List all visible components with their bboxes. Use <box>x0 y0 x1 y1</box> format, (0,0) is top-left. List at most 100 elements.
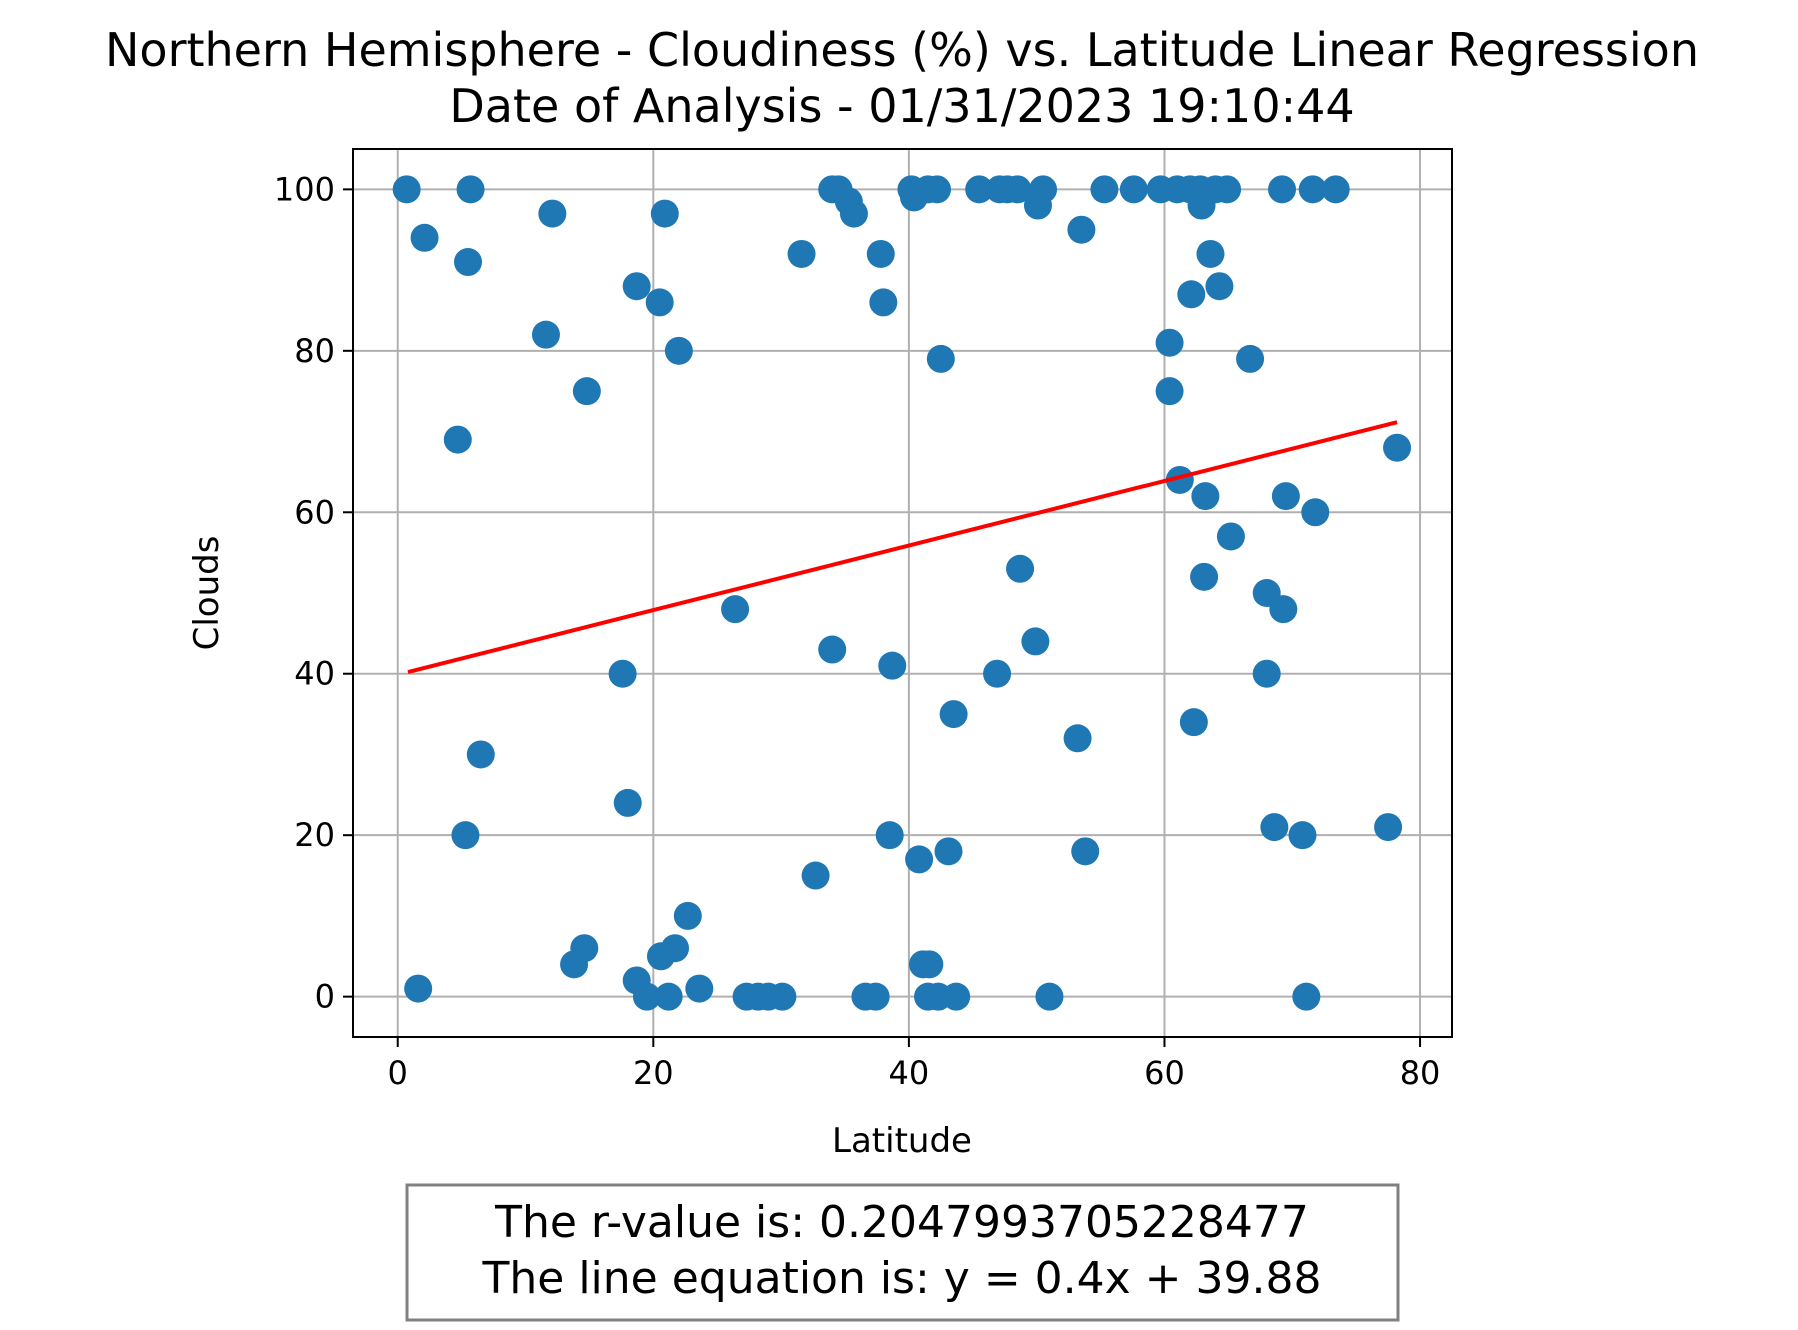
data-point <box>654 982 683 1011</box>
data-point <box>632 982 661 1011</box>
data-point <box>1236 344 1265 373</box>
data-point <box>664 336 693 365</box>
data-point <box>1003 175 1032 204</box>
grid-lines <box>353 149 1452 1037</box>
r-value-text: The r-value is: 0.2047993705228477 <box>494 1197 1309 1248</box>
data-point <box>768 982 797 1011</box>
data-point <box>787 239 816 268</box>
data-point <box>983 659 1012 688</box>
y-tick-label: 80 <box>294 332 335 370</box>
data-point <box>538 199 567 228</box>
data-point <box>572 377 601 406</box>
data-point <box>570 934 599 963</box>
data-point <box>673 901 702 930</box>
chart-title: Northern Hemisphere - Cloudiness (%) vs.… <box>105 23 1699 77</box>
data-point <box>1021 627 1050 656</box>
data-point <box>1071 837 1100 866</box>
x-tick-label: 60 <box>1144 1054 1185 1092</box>
data-point <box>934 837 963 866</box>
data-point <box>1179 708 1208 737</box>
data-point <box>878 651 907 680</box>
data-point <box>1155 328 1184 357</box>
data-point <box>531 320 560 349</box>
data-point <box>392 175 421 204</box>
x-tick-label: 20 <box>633 1054 674 1092</box>
x-tick-label: 80 <box>1400 1054 1441 1092</box>
data-point <box>965 175 994 204</box>
data-point <box>685 974 714 1003</box>
data-point <box>721 595 750 624</box>
data-point <box>875 821 904 850</box>
data-point <box>1029 175 1058 204</box>
data-point <box>1190 562 1219 591</box>
data-point <box>1063 724 1092 753</box>
data-point <box>645 288 674 317</box>
data-point <box>1067 215 1096 244</box>
annotation-frame <box>405 1183 1400 1322</box>
data-point <box>1213 175 1242 204</box>
data-point <box>1321 175 1350 204</box>
data-point <box>1260 813 1289 842</box>
axis-ticks: 0 20 40 60 80 0 20 40 60 80 100 <box>274 170 1440 1092</box>
data-point <box>1269 595 1298 624</box>
data-point <box>923 175 952 204</box>
data-point <box>1298 175 1327 204</box>
regression-line-group <box>407 420 1398 675</box>
data-point <box>1383 433 1412 462</box>
data-points <box>392 175 1412 1011</box>
line-equation-text: The line equation is: y = 0.4x + 39.88 <box>482 1253 1322 1304</box>
data-point <box>1165 465 1194 494</box>
data-point <box>661 934 690 963</box>
data-point <box>451 821 480 850</box>
x-axis-label: Latitude <box>832 1121 972 1161</box>
y-axis-label: Clouds <box>187 536 227 651</box>
regression-line <box>407 420 1398 675</box>
data-point <box>1301 498 1330 527</box>
data-point <box>1191 482 1220 511</box>
data-point <box>1374 813 1403 842</box>
data-point <box>404 974 433 1003</box>
data-point <box>1268 175 1297 204</box>
data-point <box>1090 175 1119 204</box>
data-point <box>410 223 439 252</box>
data-point <box>1196 239 1225 268</box>
data-point <box>1205 272 1234 301</box>
data-point <box>1271 482 1300 511</box>
y-tick-label: 40 <box>294 655 335 693</box>
data-point <box>1252 659 1281 688</box>
y-tick-label: 60 <box>294 493 335 531</box>
data-point <box>466 740 495 769</box>
annotation-box: The r-value is: 0.2047993705228477 The l… <box>405 1183 1400 1322</box>
y-tick-label: 20 <box>294 816 335 854</box>
data-point <box>1292 982 1321 1011</box>
y-tick-label: 100 <box>274 170 335 208</box>
data-point <box>818 635 847 664</box>
data-point <box>1216 522 1245 551</box>
data-point <box>608 659 637 688</box>
data-point <box>650 199 679 228</box>
data-point <box>915 950 944 979</box>
data-point <box>1177 280 1206 309</box>
data-point <box>866 239 895 268</box>
data-point <box>622 272 651 301</box>
data-point <box>905 845 934 874</box>
data-point <box>939 700 968 729</box>
data-point <box>861 982 890 1011</box>
data-point <box>1119 175 1148 204</box>
data-point <box>1155 377 1184 406</box>
data-point <box>1288 821 1317 850</box>
plot-frame <box>352 148 1453 1038</box>
data-point <box>456 175 485 204</box>
data-point <box>926 344 955 373</box>
data-point <box>801 861 830 890</box>
x-tick-label: 0 <box>388 1054 408 1092</box>
data-point <box>869 288 898 317</box>
data-point <box>839 199 868 228</box>
data-point <box>613 788 642 817</box>
x-tick-label: 40 <box>889 1054 930 1092</box>
chart-subtitle: Date of Analysis - 01/31/2023 19:10:44 <box>449 79 1354 133</box>
data-point <box>454 248 483 277</box>
y-tick-label: 0 <box>315 978 335 1016</box>
data-point <box>1006 554 1035 583</box>
